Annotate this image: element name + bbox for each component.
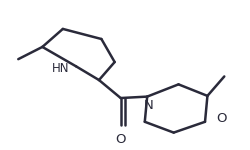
Text: O: O — [115, 133, 126, 146]
Text: HN: HN — [52, 62, 69, 75]
Text: O: O — [215, 112, 226, 125]
Text: N: N — [143, 99, 153, 112]
